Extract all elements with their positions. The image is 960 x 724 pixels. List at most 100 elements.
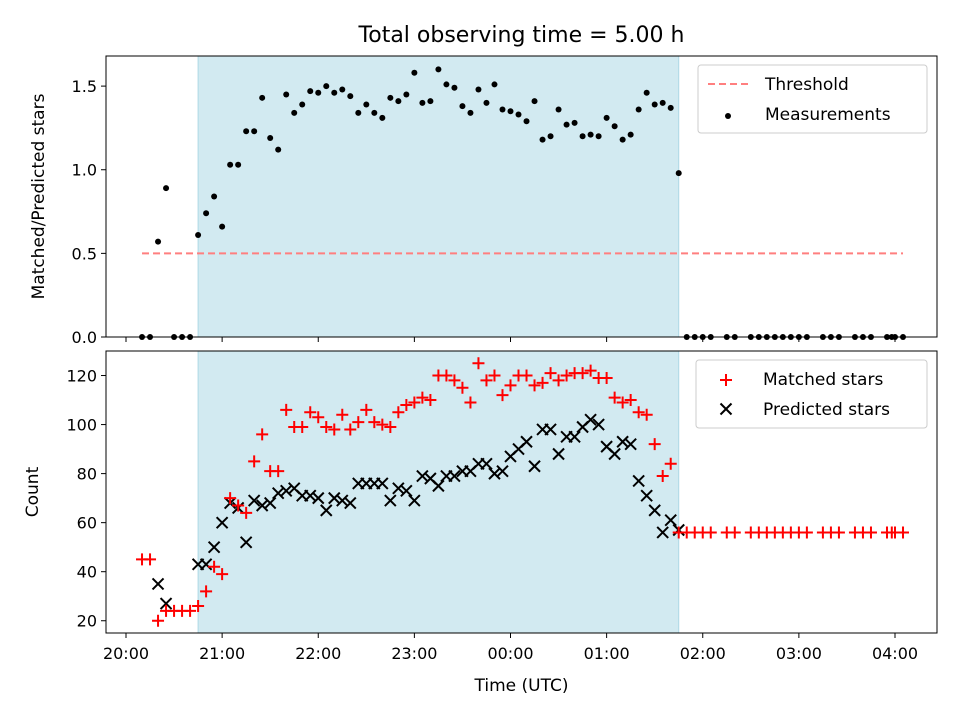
predicted-star-point [648, 504, 661, 517]
measurement-point [659, 99, 666, 106]
matched-star-point [897, 526, 910, 539]
bottom-axes-frame [105, 350, 938, 634]
measurement-point [491, 81, 498, 88]
top-y-tick-label: 0.5 [72, 244, 97, 263]
legend-matched-symbol [720, 374, 732, 386]
measurement-point [235, 161, 242, 168]
legend-predicted-label: Predicted stars [763, 400, 890, 420]
predicted-star-point [384, 494, 397, 507]
measurement-point [283, 91, 290, 98]
measurement-point [675, 170, 682, 177]
matched-star-point [392, 406, 405, 419]
measurement-point [643, 89, 650, 96]
x-tick-label: 21:00 [199, 644, 245, 663]
predicted-star-point [320, 504, 333, 517]
measurement-point [427, 98, 434, 105]
matched-star-point [312, 411, 325, 424]
measurement-point [459, 103, 466, 110]
matched-star-point [224, 492, 237, 505]
measurement-point [595, 133, 602, 140]
matched-star-point [640, 408, 653, 421]
matched-star-point [576, 367, 589, 380]
predicted-star-point [656, 526, 669, 539]
matched-star-point [272, 465, 285, 478]
measurement-point [347, 93, 354, 100]
legend-threshold-label: Threshold [764, 75, 849, 95]
measurement-point [467, 109, 474, 116]
matched-star-point [152, 614, 165, 627]
matched-star-point [456, 381, 469, 394]
top-legend-frame [697, 64, 928, 134]
x-tick-label: 22:00 [295, 644, 341, 663]
bottom-y-tick-label: 20 [77, 612, 97, 631]
measurement-point [259, 94, 266, 101]
predicted-star-point [616, 435, 629, 448]
measurement-point [539, 136, 546, 143]
measurement-point [331, 89, 338, 96]
predicted-star-point [528, 460, 541, 473]
measurement-point [395, 98, 402, 105]
predicted-star-point [344, 496, 357, 510]
predicted-star-point [280, 484, 293, 497]
predicted-star-point [496, 464, 509, 478]
measurement-point [387, 94, 394, 101]
matched-star-point [304, 406, 317, 419]
matched-star-point [728, 526, 741, 539]
matched-star-point [248, 455, 261, 468]
matched-star-point [536, 376, 549, 389]
predicted-star-point [568, 430, 581, 444]
matched-star-point [400, 398, 413, 411]
measurement-point [475, 86, 482, 93]
measurement-point [195, 231, 202, 238]
measurement-point [363, 101, 370, 108]
matched-star-point [368, 416, 381, 429]
top-y-ticks: 0.0 0.5 1.0 1.5 [72, 77, 106, 347]
legend-matched-label: Matched stars [763, 370, 883, 390]
matched-star-point [336, 408, 349, 421]
measurement-point [507, 108, 514, 115]
matched-star-point [216, 568, 229, 581]
predicted-star-point [247, 494, 261, 507]
measurement-point [251, 128, 258, 135]
measurement-point [227, 161, 234, 168]
matched-star-point [232, 499, 245, 512]
legend-measurements-label: Measurements [765, 105, 891, 125]
matched-star-point [584, 364, 597, 377]
measurement-point [275, 146, 282, 153]
predicted-star-point [584, 413, 597, 426]
measurement-point [243, 128, 250, 135]
matched-star-point [472, 357, 485, 370]
matched-star-point [664, 457, 677, 470]
matched-star-point [648, 438, 661, 451]
measurement-point [635, 106, 642, 113]
measurement-point [531, 98, 538, 105]
predicted-star-point [336, 494, 349, 507]
bottom-legend: Matched stars Predicted stars [695, 359, 928, 429]
bottom-legend-frame [695, 359, 928, 429]
measurement-point [323, 83, 330, 90]
predicted-star-point [215, 516, 229, 529]
matched-star-point [560, 369, 573, 382]
bottom-y-tick-label: 120 [66, 367, 97, 386]
predicted-star-point [392, 482, 405, 495]
predicted-star-point [199, 558, 213, 571]
measurement-point [339, 86, 346, 93]
matched-star-point [256, 428, 269, 441]
x-axis-label: Time (UTC) [474, 676, 569, 696]
measurement-point [315, 89, 322, 96]
top-y-tick-label: 0.0 [72, 328, 97, 347]
bottom-x-ticks: 20:00 21:00 22:00 23:00 00:00 01:00 02:00 03:00… [103, 633, 918, 663]
predicted-star-point [480, 457, 493, 471]
matched-star-point [144, 553, 157, 566]
predicted-star-point [207, 540, 221, 554]
predicted-star-point [592, 418, 605, 431]
matched-star-point [352, 416, 365, 429]
measurement-point [419, 99, 426, 106]
matched-star-point [240, 506, 253, 519]
measurement-point [547, 133, 554, 140]
x-tick-label: 02:00 [680, 644, 726, 663]
predicted-star-point [664, 513, 677, 527]
x-tick-label: 20:00 [103, 644, 149, 663]
matched-star-point [616, 396, 629, 409]
